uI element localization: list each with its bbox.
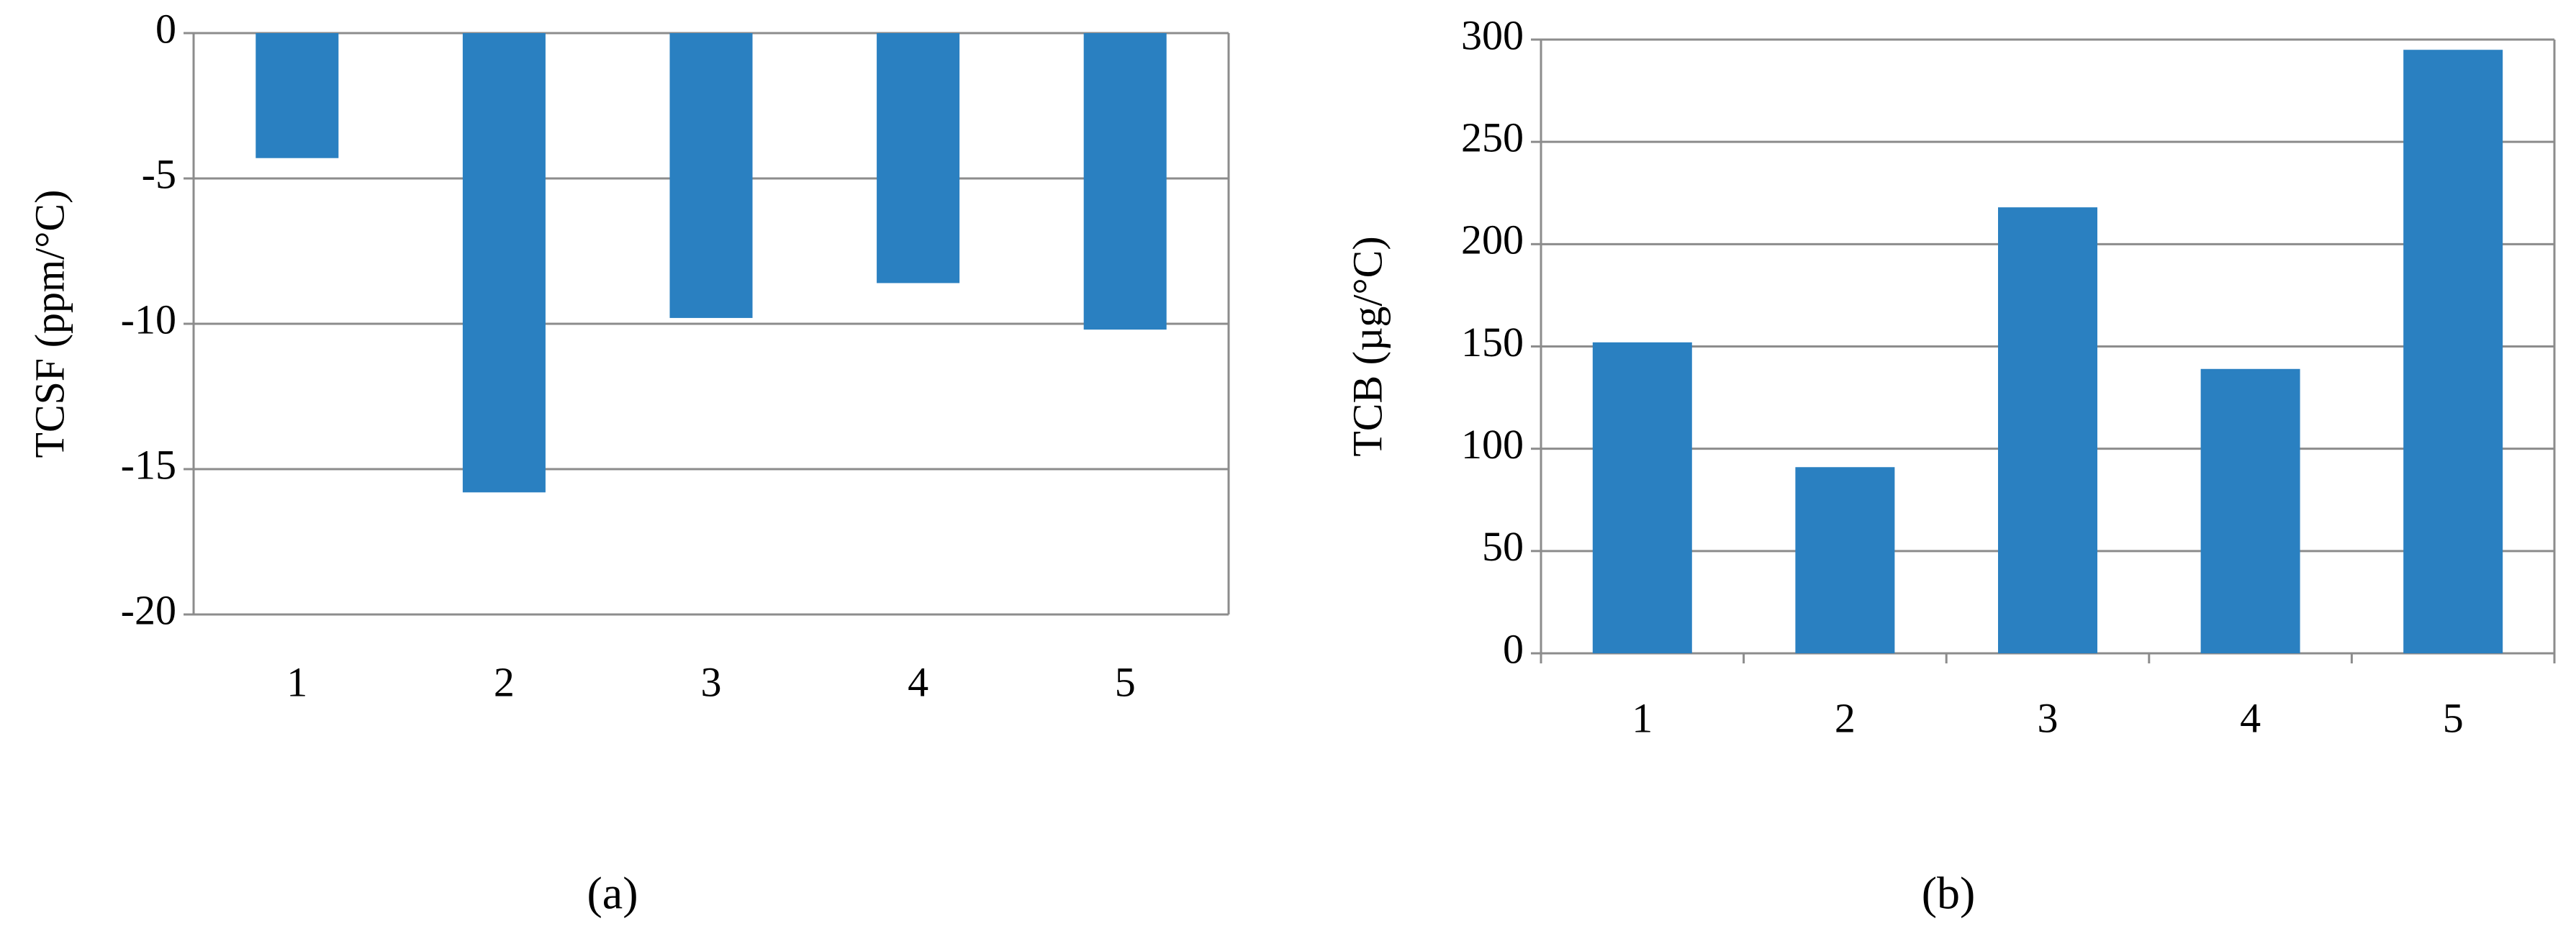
bar xyxy=(1795,467,1895,653)
y-tick-label: 300 xyxy=(1461,12,1524,58)
caption: (a) xyxy=(587,868,638,919)
y-tick-label: 250 xyxy=(1461,114,1524,160)
x-tick-label: 5 xyxy=(2443,694,2464,741)
x-tick-label: 4 xyxy=(2240,694,2261,741)
x-tick-label: 1 xyxy=(286,658,307,705)
y-tick-label: 150 xyxy=(1461,319,1524,366)
x-tick-label: 4 xyxy=(908,658,928,705)
x-tick-label: 2 xyxy=(494,658,515,705)
y-axis-label: TCB (µg/°C) xyxy=(1344,236,1391,456)
y-tick-label: -20 xyxy=(121,586,176,633)
bar xyxy=(256,33,339,158)
bar xyxy=(2403,50,2503,653)
y-tick-label: 50 xyxy=(1482,523,1524,570)
bar xyxy=(669,33,753,318)
y-axis-label: TCSF (ppm/°C) xyxy=(26,190,73,458)
y-tick-label: -10 xyxy=(121,296,176,342)
y-tick-label: 0 xyxy=(155,5,176,52)
bar xyxy=(1998,207,2097,653)
y-tick-label: -15 xyxy=(121,441,176,488)
y-tick-label: 200 xyxy=(1461,217,1524,263)
bar xyxy=(1592,342,1692,653)
x-tick-label: 1 xyxy=(1632,694,1653,741)
bar xyxy=(2200,368,2300,653)
bar xyxy=(1083,33,1167,330)
bar xyxy=(877,33,960,283)
x-tick-label: 3 xyxy=(701,658,722,705)
caption: (b) xyxy=(1922,868,1976,919)
y-tick-label: -5 xyxy=(142,150,176,197)
y-tick-label: 0 xyxy=(1503,625,1524,672)
x-tick-label: 2 xyxy=(1835,694,1856,741)
bar xyxy=(462,33,546,493)
x-tick-label: 5 xyxy=(1115,658,1136,705)
x-tick-label: 3 xyxy=(2038,694,2058,741)
y-tick-label: 100 xyxy=(1461,421,1524,468)
